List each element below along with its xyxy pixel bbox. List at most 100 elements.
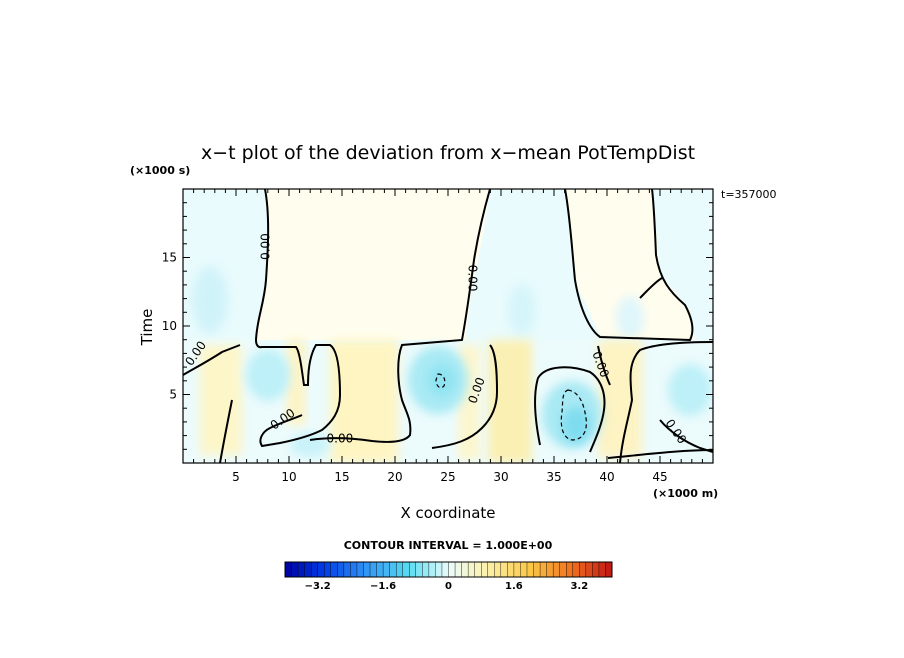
colorbar-swatch <box>284 561 293 578</box>
x-unit-label: (×1000 m) <box>653 487 718 500</box>
contour-zero-east <box>534 366 606 453</box>
colorbar-swatch <box>422 561 430 578</box>
contour-zero-east-thin <box>597 345 611 386</box>
colorbar-tick-label: −1.6 <box>370 581 396 592</box>
colorbar-swatch <box>585 561 593 578</box>
contour-negative <box>435 373 587 441</box>
x-tick-label: 5 <box>232 470 240 484</box>
contour-zero-sw <box>219 399 233 463</box>
colorbar-swatch <box>526 561 535 578</box>
colorbar-tick-label: 3.2 <box>570 581 588 592</box>
contour-zero-right <box>564 189 694 342</box>
colorbar-swatch <box>598 561 606 578</box>
colorbar-swatch <box>395 561 404 578</box>
time-label: t=357000 <box>721 188 777 201</box>
colorbar-swatch <box>454 561 463 578</box>
x-tick-label: 35 <box>546 470 561 484</box>
colorbar-swatch <box>350 561 358 578</box>
colorbar-swatch <box>448 561 456 578</box>
colorbar-swatch <box>559 561 567 578</box>
colorbar: −3.2 −1.6 0 1.6 3.2 <box>284 561 613 592</box>
colorbar-swatch <box>520 561 528 578</box>
colorbar-swatch <box>363 561 371 578</box>
colorbar-swatch <box>481 561 489 578</box>
x-tick-label: 40 <box>599 470 614 484</box>
colorbar-swatch <box>291 561 299 578</box>
colorbar-swatch <box>435 561 443 578</box>
y-tick-label: 10 <box>162 319 177 333</box>
contour-label-1: 0.00 <box>465 265 479 292</box>
colorbar-swatch <box>415 561 423 578</box>
colorbar-swatch <box>343 561 351 578</box>
upper-field <box>192 189 695 340</box>
y-axis-label: Time <box>138 309 156 347</box>
colorbar-swatch <box>324 561 332 578</box>
colorbar-swatch <box>533 561 541 578</box>
colorbar-swatch <box>605 561 613 578</box>
chart-title: x−t plot of the deviation from x−mean Po… <box>201 142 695 164</box>
x-tick-label: 20 <box>387 470 402 484</box>
x-axis-label: X coordinate <box>400 504 495 522</box>
contour-zero-far-east <box>619 341 713 463</box>
lower-field <box>183 340 713 463</box>
contour-zero-west <box>183 344 241 376</box>
colorbar-swatch <box>513 561 521 578</box>
colorbar-frame <box>284 561 613 578</box>
x-tick-label: 10 <box>281 470 296 484</box>
colorbar-swatch <box>409 561 417 578</box>
colorbar-swatch <box>356 561 364 578</box>
plot-area: 0.000.000.000.000.000.000.000.00 <box>183 189 713 463</box>
colorbar-tick-label: −3.2 <box>305 581 331 592</box>
contour-right-branch <box>639 277 663 299</box>
colorbar-tick-label: 0 <box>445 581 452 592</box>
y-tick-label: 5 <box>169 388 177 402</box>
colorbar-swatch <box>402 561 410 578</box>
colorbar-swatch <box>546 561 554 578</box>
colorbar-swatch <box>297 561 306 578</box>
colorbar-swatch <box>592 561 600 578</box>
colorbar-swatch <box>579 561 587 578</box>
colorbar-swatch <box>467 561 476 578</box>
colorbar-swatch <box>369 561 378 578</box>
contour-zero-mid <box>431 344 499 449</box>
colorbar-swatch <box>494 561 502 578</box>
y-tick-label: 15 <box>162 251 177 265</box>
x-tick-label: 25 <box>440 470 455 484</box>
colorbar-swatch <box>310 561 319 578</box>
colorbar-swatch <box>337 561 345 578</box>
colorbar-swatch <box>539 561 548 578</box>
colorbar-swatch <box>441 561 449 578</box>
colorbar-swatch <box>428 561 436 578</box>
colorbar-swatch <box>389 561 397 578</box>
colorbar-swatch <box>330 561 338 578</box>
colorbar-swatch <box>461 561 469 578</box>
contour-zero-bottom <box>607 449 713 459</box>
colorbar-swatch <box>376 561 384 578</box>
colorbar-swatch <box>566 561 574 578</box>
colorbar-swatch <box>474 561 482 578</box>
x-tick-label: 30 <box>493 470 508 484</box>
colorbar-swatch <box>500 561 508 578</box>
contour-neg-center <box>435 373 446 389</box>
colorbar-swatch <box>572 561 580 578</box>
colorbar-swatch <box>552 561 561 578</box>
x-tick-label: 45 <box>652 470 667 484</box>
colorbar-swatch <box>507 561 515 578</box>
colorbar-swatch <box>304 561 312 578</box>
contour-zero-center <box>309 189 491 443</box>
colorbar-tick-label: 1.6 <box>505 581 523 592</box>
contour-lines <box>183 189 713 463</box>
contour-neg-east <box>560 389 587 441</box>
x-tick-label: 15 <box>334 470 349 484</box>
contour-label-4: 0.00 <box>327 431 354 445</box>
colorbar-swatch <box>382 561 391 578</box>
colorbar-swatch <box>487 561 495 578</box>
contour-zero-left <box>254 189 342 448</box>
colorbar-title: CONTOUR INTERVAL = 1.000E+00 <box>344 539 553 552</box>
contour-label-0: 0.00 <box>259 233 273 260</box>
colorbar-swatch <box>317 561 325 578</box>
contour-zero-se <box>659 419 713 453</box>
y-unit-label: (×1000 s) <box>130 164 190 177</box>
